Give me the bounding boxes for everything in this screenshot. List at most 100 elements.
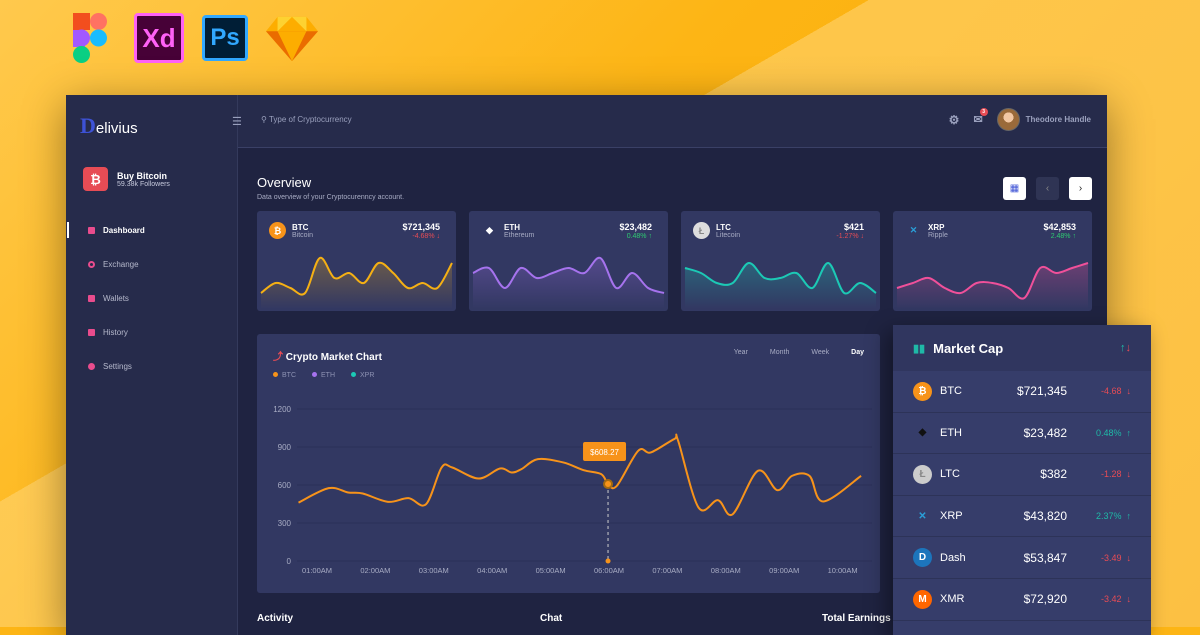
settings-gear-icon[interactable]: ⚙ bbox=[948, 112, 960, 127]
sidebar-item-settings[interactable]: Settings bbox=[66, 349, 237, 383]
coin-card-ltc[interactable]: Ł LTC Litecoin $421 -1.27% ↓ bbox=[681, 211, 880, 311]
sidebar-item-dashboard[interactable]: Dashboard bbox=[66, 213, 237, 247]
legend-btc[interactable]: BTC bbox=[273, 372, 296, 379]
change-value: -3.42 bbox=[1100, 594, 1122, 605]
period-tabs: Year Month Week Day bbox=[734, 349, 864, 356]
legend-eth[interactable]: ETH bbox=[312, 372, 335, 379]
search-input[interactable]: ⚲ Type of Cryptocurrency bbox=[261, 115, 352, 124]
coin-symbol: ETH bbox=[504, 222, 520, 232]
trend-icon: ⤴ bbox=[273, 352, 286, 363]
sparkline-area bbox=[685, 262, 876, 309]
chevron-left-icon: ‹ bbox=[1045, 183, 1050, 194]
market-cap-row[interactable]: M XMR $72,920 -3.42 ↓ bbox=[893, 579, 1151, 621]
sidebar-item-label: History bbox=[103, 327, 128, 337]
chat-heading: Chat bbox=[540, 613, 563, 624]
chevron-right-icon: › bbox=[1078, 183, 1083, 194]
brand-logo[interactable]: Delivius bbox=[80, 113, 138, 139]
coin-change: -4.68% ↓ bbox=[402, 233, 440, 240]
market-cap-row[interactable]: Ł LTC $382 -1.28 ↓ bbox=[893, 454, 1151, 496]
coin-symbol: XRP bbox=[940, 510, 963, 523]
bitcoin-icon: ₿ bbox=[83, 167, 108, 191]
search-placeholder: Type of Cryptocurrency bbox=[268, 115, 352, 124]
coin-name: Ethereum bbox=[504, 231, 535, 239]
x-tick-label: 02:00AM bbox=[360, 566, 390, 575]
arrow-up-icon: ↑ bbox=[1072, 233, 1077, 240]
coin-name: Litecoin bbox=[716, 231, 741, 239]
prev-button[interactable]: ‹ bbox=[1036, 177, 1059, 200]
notifications-icon[interactable]: ✉ 3 bbox=[973, 108, 988, 126]
next-button[interactable]: › bbox=[1069, 177, 1092, 200]
sidebar-item-label: Dashboard bbox=[103, 225, 145, 235]
promo-title: Buy Bitcoin bbox=[117, 170, 168, 181]
arrow-down-icon: ↓ bbox=[436, 233, 441, 240]
top-header: ☰ ⚲ Type of Cryptocurrency ⚙ ✉ 3 Theodore… bbox=[232, 95, 1107, 148]
market-cap-row[interactable]: D Dash $53,847 -3.49 ↓ bbox=[893, 537, 1151, 579]
hamburger-menu-icon[interactable]: ☰ bbox=[232, 116, 242, 128]
btc-icon: ₿ bbox=[913, 381, 932, 401]
figma-logo bbox=[64, 12, 116, 64]
ltc-icon: Ł bbox=[693, 222, 710, 239]
chart-title: ⤴ Crypto Market Chart bbox=[273, 348, 382, 363]
coin-symbol: LTC bbox=[716, 222, 731, 232]
coin-change: -3.49 ↓ bbox=[1067, 553, 1131, 563]
ps-logo: Ps bbox=[202, 15, 248, 61]
coin-symbol: Dash bbox=[940, 551, 966, 564]
sidebar-item-history[interactable]: History bbox=[66, 315, 237, 349]
total-earnings-heading: Total Earnings bbox=[822, 613, 891, 624]
coin-change: -1.28 ↓ bbox=[1067, 469, 1131, 479]
sidebar-item-wallets[interactable]: Wallets bbox=[66, 281, 237, 315]
coin-price: $721,345 bbox=[402, 222, 440, 232]
x-tick-label: 07:00AM bbox=[652, 566, 682, 575]
x-tick-label: 08:00AM bbox=[711, 566, 741, 575]
change-value: -3.49 bbox=[1100, 552, 1122, 563]
tab-year[interactable]: Year bbox=[733, 349, 748, 356]
coin-card-eth[interactable]: ◆ ETH Ethereum $23,482 0.48% ↑ bbox=[469, 211, 668, 311]
activity-heading: Activity bbox=[257, 613, 294, 624]
sidebar: Delivius ₿ Buy Bitcoin 59.38k Followers D… bbox=[66, 95, 238, 635]
user-name: Theodore Handle bbox=[1025, 115, 1091, 124]
sparkline-line bbox=[472, 256, 665, 294]
y-tick-label: 600 bbox=[278, 481, 292, 490]
grid-view-button[interactable]: ▦ bbox=[1003, 177, 1026, 200]
coin-change: -4.68 ↓ bbox=[1067, 386, 1131, 396]
dash-icon: D bbox=[913, 548, 932, 568]
coin-symbol: BTC bbox=[940, 385, 962, 398]
coin-price: $42,853 bbox=[1043, 222, 1076, 232]
coin-price: $382 bbox=[1040, 467, 1067, 482]
coin-card-xrp[interactable]: ✕ XRP Ripple $42,853 2.48% ↑ bbox=[893, 211, 1092, 311]
tooltip-box bbox=[583, 441, 627, 461]
y-tick-label: 300 bbox=[278, 519, 292, 528]
tab-month[interactable]: Month bbox=[769, 349, 790, 356]
tab-week[interactable]: Week bbox=[811, 349, 830, 356]
legend-xpr[interactable]: XPR bbox=[351, 372, 374, 379]
page-subtitle: Data overview of your Cryptocurenncy acc… bbox=[257, 194, 405, 201]
user-menu[interactable]: Theodore Handle bbox=[996, 108, 1091, 131]
legend-label: XPR bbox=[360, 372, 375, 379]
search-icon: ⚲ bbox=[261, 115, 269, 124]
change-value: -4.68 bbox=[1100, 386, 1122, 397]
tab-day[interactable]: Day bbox=[851, 349, 864, 356]
market-cap-row[interactable]: ₿ BTC $721,345 -4.68 ↓ bbox=[893, 371, 1151, 413]
y-tick-label: 0 bbox=[287, 557, 292, 566]
coin-price: $53,847 bbox=[1023, 550, 1067, 565]
market-cap-title: Market Cap bbox=[933, 340, 1004, 356]
promo-subtitle: 59.38k Followers bbox=[117, 180, 170, 188]
change-value: -1.28 bbox=[1100, 469, 1122, 480]
ltc-icon: Ł bbox=[913, 464, 932, 484]
market-cap-row[interactable]: ✕ XRP $43,820 2.37% ↑ bbox=[893, 496, 1151, 538]
chart-title-text: Crypto Market Chart bbox=[285, 352, 382, 363]
buy-bitcoin-promo[interactable]: ₿ Buy Bitcoin 59.38k Followers bbox=[83, 167, 170, 191]
sketch-logo bbox=[266, 12, 318, 64]
arrow-up-icon: ↑ bbox=[648, 233, 653, 240]
coin-change: 0.48% ↑ bbox=[1067, 428, 1131, 438]
arrow-down-icon: ↓ bbox=[1126, 594, 1132, 605]
coin-card-btc[interactable]: ₿ BTC Bitcoin $721,345 -4.68% ↓ bbox=[257, 211, 456, 311]
coin-price: $421 bbox=[843, 222, 864, 232]
sidebar-item-exchange[interactable]: Exchange bbox=[66, 247, 237, 281]
sparkline-area bbox=[473, 257, 664, 309]
sparkline bbox=[684, 262, 877, 309]
sort-icon[interactable]: ↑↓ bbox=[1120, 342, 1131, 354]
bar-chart-icon: ▮▮ bbox=[913, 342, 926, 355]
change-value: 0.48% bbox=[626, 233, 647, 240]
market-cap-row[interactable]: ◆ ETH $23,482 0.48% ↑ bbox=[893, 413, 1151, 455]
